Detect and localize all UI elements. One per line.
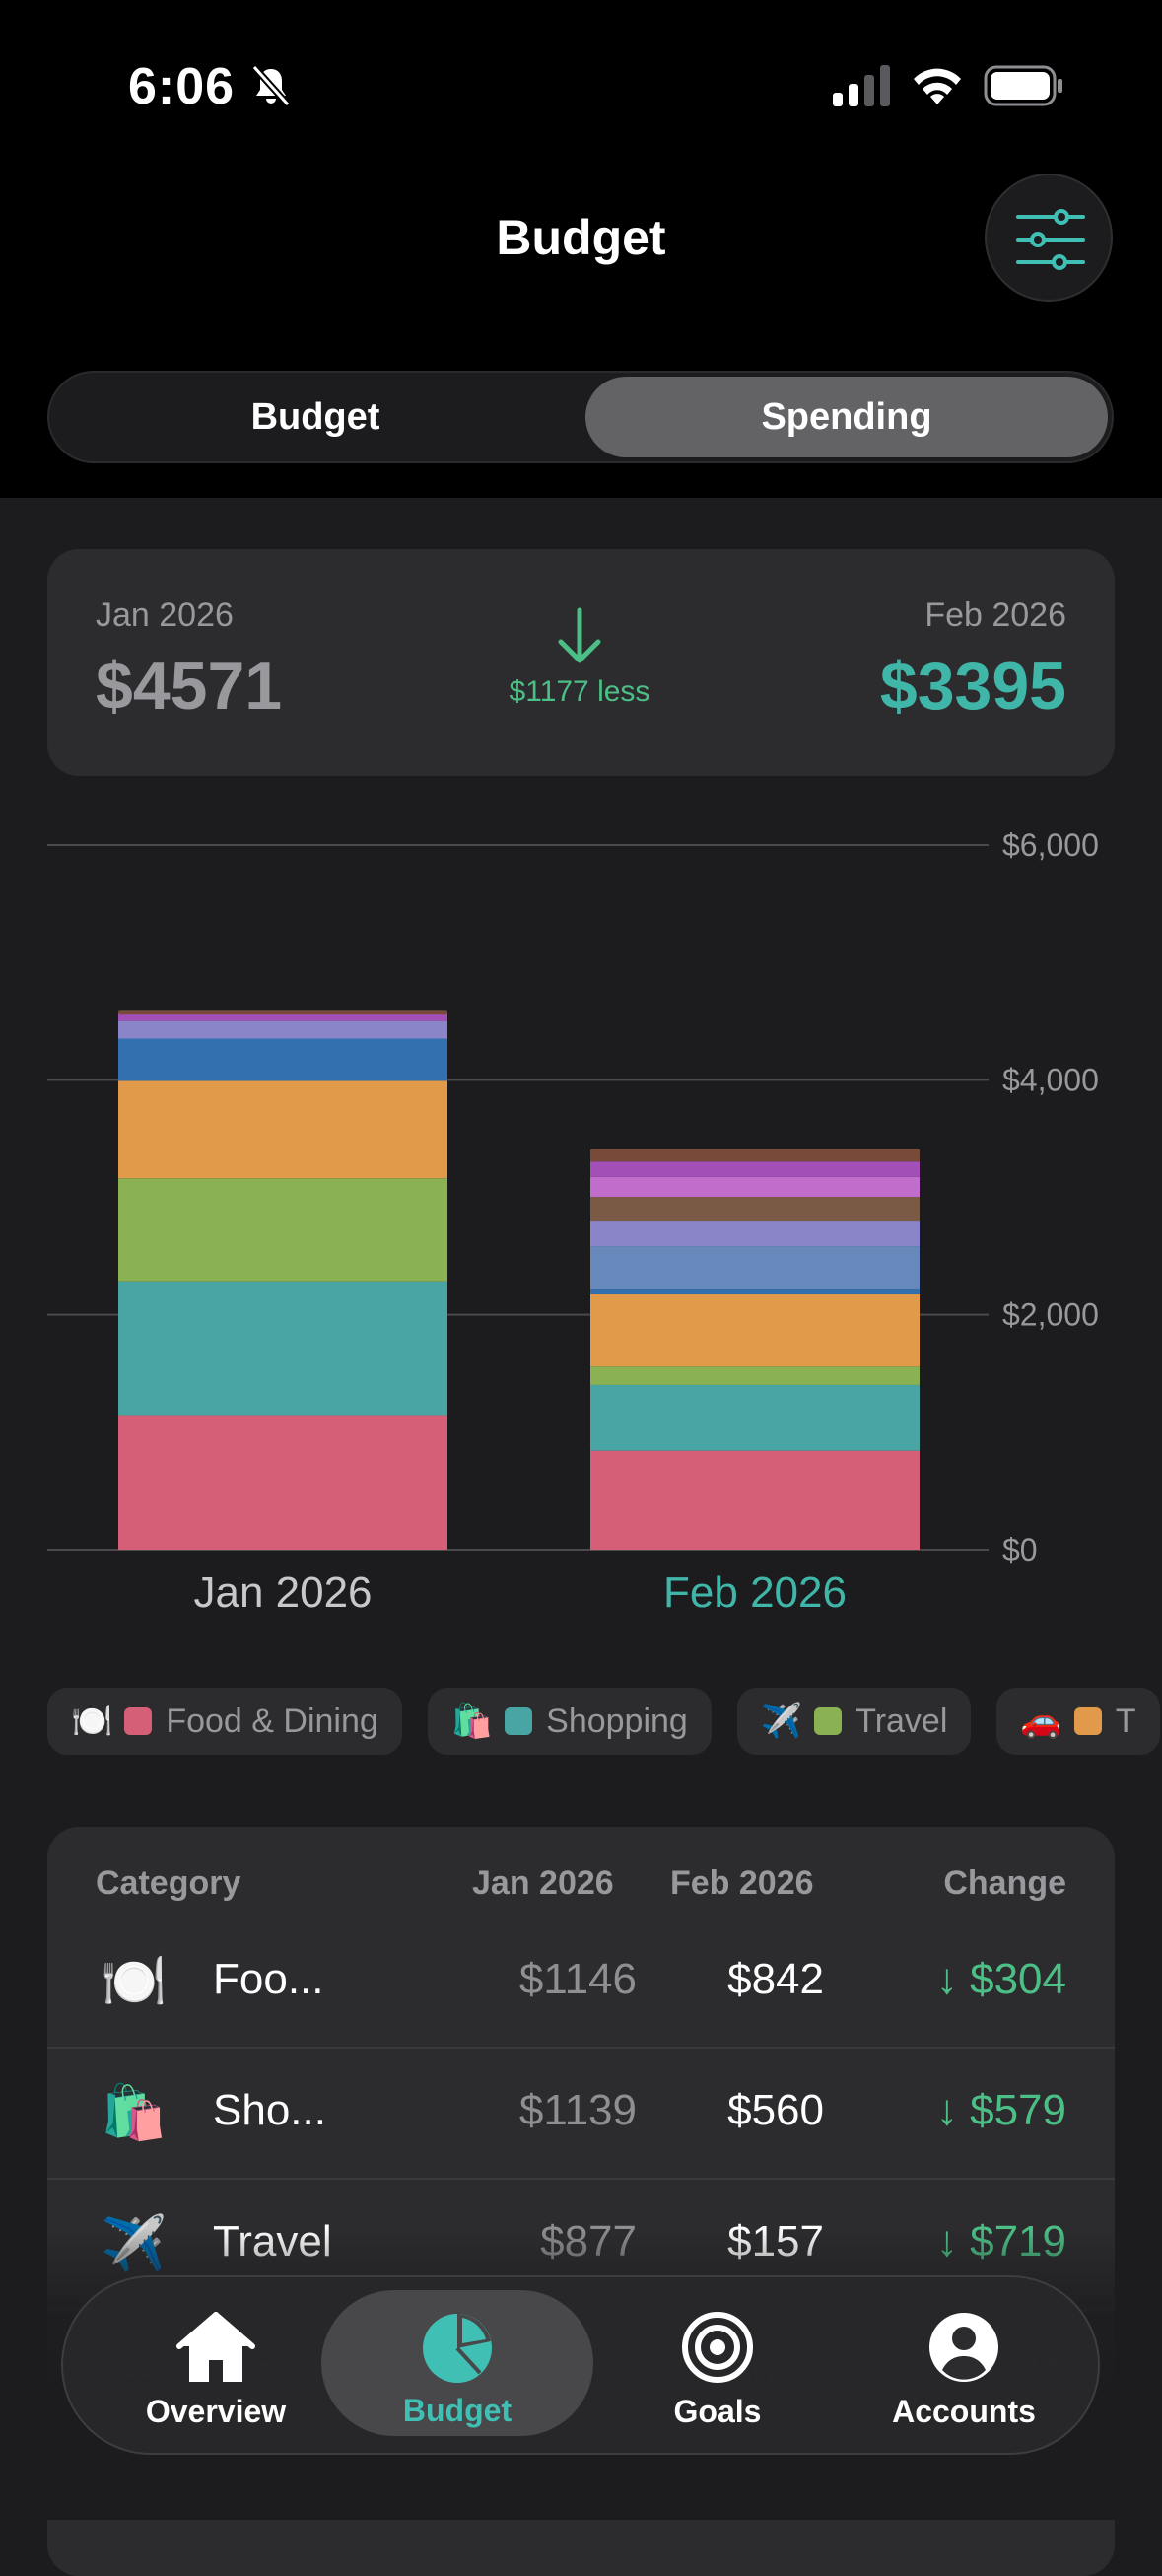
change-amount: ↓ $579	[935, 2086, 1066, 2134]
wifi-icon	[914, 68, 961, 104]
legend-label: Travel	[855, 1702, 948, 1740]
cellular-signal-icon	[833, 65, 890, 106]
legend-swatch	[505, 1707, 533, 1735]
legend-swatch	[124, 1707, 153, 1735]
tab-accounts[interactable]: Accounts	[851, 2277, 1077, 2453]
arrow-down-icon	[558, 607, 601, 663]
previous-month-label: Jan 2026	[96, 596, 234, 634]
legend-label: Shopping	[546, 1702, 688, 1740]
y-tick-label: $6,000	[1002, 827, 1099, 863]
table-row[interactable]: 🍽️ Foo... $1146 $842 ↓ $304	[47, 1915, 1115, 2049]
category-emoji-icon: 🛍️	[450, 1703, 494, 1740]
legend-swatch	[814, 1707, 843, 1735]
bar-segment	[590, 1161, 920, 1177]
category-name: Sho...	[213, 2086, 326, 2134]
category-emoji-icon: 🍽️	[71, 1703, 113, 1740]
bar-segment	[118, 1281, 447, 1416]
spending-stacked-bar-chart: $0 $2,000 $4,000 $6,000 Jan 2026 Feb 2026	[47, 827, 1099, 1617]
y-tick-label: $0	[1002, 1532, 1038, 1567]
change-amount: ↓ $304	[935, 1955, 1066, 2003]
tab-budget-label: Budget	[402, 2393, 513, 2428]
legend-chip[interactable]: ✈️ Travel	[736, 1688, 972, 1755]
current-month-total: $3395	[879, 649, 1066, 724]
table-row[interactable]: 🛍️ Sho... $1139 $560 ↓ $579	[47, 2047, 1115, 2180]
legend-swatch	[1073, 1707, 1102, 1735]
feb-amount: $842	[727, 1955, 824, 2003]
target-icon	[682, 2312, 753, 2383]
bar-segment	[590, 1197, 920, 1222]
tab-budget[interactable]: Budget	[321, 2290, 593, 2436]
person-circle-icon	[929, 2313, 998, 2382]
column-header-jan: Jan 2026	[472, 1864, 614, 1902]
category-emoji-icon: 🛍️	[101, 2083, 168, 2142]
bar-segment	[590, 1289, 920, 1294]
category-emoji-icon: ✈️	[760, 1703, 803, 1740]
category-name: Foo...	[213, 1955, 324, 2003]
segment-spending[interactable]: Spending	[585, 377, 1108, 457]
bar-segment	[118, 1038, 447, 1081]
bar-segment	[590, 1150, 920, 1162]
bar-segment	[590, 1176, 920, 1198]
legend-chip[interactable]: 🚗 T	[996, 1688, 1160, 1755]
legend-label: Food & Dining	[166, 1702, 378, 1740]
column-header-category: Category	[96, 1864, 241, 1902]
column-header-feb: Feb 2026	[670, 1864, 814, 1902]
page-title: Budget	[496, 210, 666, 265]
tab-accounts-label: Accounts	[892, 2394, 1036, 2429]
bar-cap	[118, 1010, 447, 1015]
feb-amount: $560	[727, 2086, 824, 2134]
tab-goals[interactable]: Goals	[604, 2277, 831, 2453]
column-header-change: Change	[943, 1864, 1066, 1902]
y-tick-label: $4,000	[1002, 1062, 1099, 1097]
category-emoji-icon: 🍽️	[101, 1952, 168, 2011]
bar-segment	[118, 1080, 447, 1179]
comparison-summary-card: Jan 2026 $4571 $1177 less Feb 2026 $3395	[47, 549, 1115, 776]
bar-segment	[118, 1178, 447, 1282]
tab-overview-label: Overview	[145, 2394, 287, 2429]
bar-segment	[590, 1221, 920, 1247]
bar-segment	[590, 1450, 920, 1550]
segment-budget[interactable]: Budget	[250, 395, 380, 438]
legend-label: T	[1115, 1702, 1136, 1740]
silent-bell-icon	[251, 64, 291, 107]
tab-goals-label: Goals	[673, 2394, 762, 2429]
bar-segment	[590, 1384, 920, 1451]
sliders-icon	[1016, 209, 1085, 270]
difference-indicator: $1177 less	[471, 606, 688, 709]
bottom-tab-bar: Overview Budget Goals Accounts	[61, 2275, 1100, 2455]
tab-overview[interactable]: Overview	[103, 2277, 329, 2453]
pie-chart-icon	[423, 2314, 492, 2383]
bar-segment	[118, 1415, 447, 1550]
jan-amount: $1146	[518, 1955, 637, 2003]
difference-label: $1177 less	[509, 675, 650, 708]
status-time: 6:06	[128, 58, 236, 115]
house-icon	[176, 2312, 255, 2382]
bar-segment	[590, 1293, 920, 1367]
bar-segment	[590, 1246, 920, 1290]
x-category-label: Jan 2026	[193, 1568, 372, 1617]
bar-segment	[118, 1012, 447, 1021]
legend-chip[interactable]: 🍽️ Food & Dining	[47, 1688, 402, 1755]
current-month-label: Feb 2026	[924, 596, 1066, 634]
view-segmented-control: Budget Spending	[47, 371, 1114, 463]
category-legend[interactable]: 🍽️ Food & Dining 🛍️ Shopping ✈️ Travel 🚗 T	[47, 1688, 1162, 1755]
bar-segment	[118, 1020, 447, 1039]
battery-icon	[984, 65, 1062, 106]
category-emoji-icon: 🚗	[1020, 1703, 1062, 1740]
filter-button[interactable]	[985, 174, 1113, 302]
y-tick-label: $2,000	[1002, 1297, 1099, 1333]
jan-amount: $1139	[518, 2086, 637, 2134]
bar-cap	[590, 1149, 920, 1153]
bar-segment	[590, 1366, 920, 1385]
previous-month-total: $4571	[96, 649, 283, 724]
x-category-label: Feb 2026	[663, 1568, 847, 1617]
legend-chip[interactable]: 🛍️ Shopping	[427, 1688, 712, 1755]
